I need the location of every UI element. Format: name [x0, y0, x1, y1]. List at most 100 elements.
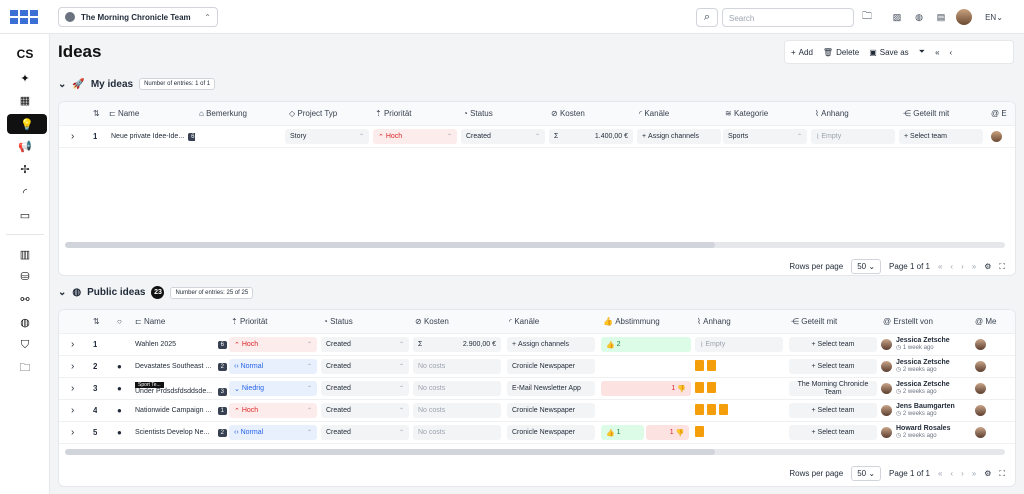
cost-field[interactable]: No costs	[413, 378, 501, 399]
last-page-icon[interactable]: »	[971, 262, 977, 271]
col-geteilt[interactable]: ⋲ Geteilt mit	[903, 109, 950, 118]
col-name[interactable]: ⊏ Name	[109, 109, 140, 118]
shared-with-field[interactable]: + Select team	[789, 400, 877, 421]
col-erstellt[interactable]: @ Erstellt von	[883, 317, 933, 326]
prev-page-icon[interactable]: ‹	[950, 469, 954, 478]
double-chevron-left-icon[interactable]: «	[935, 47, 940, 57]
shared-with-field[interactable]: + Select team	[789, 334, 877, 355]
expand-chevron-icon[interactable]: ›	[71, 361, 75, 372]
attachment-field[interactable]	[695, 422, 783, 443]
shared-with-field[interactable]: The Morning Chronicle Team	[789, 378, 877, 399]
my-ideas-header[interactable]: ⌄ 🚀 My ideas Number of entries: 1 of 1	[58, 78, 216, 90]
col-project-typ[interactable]: ◇ Project Typ	[289, 109, 338, 118]
col-sort-icon[interactable]: ⇅	[93, 109, 100, 118]
col-name[interactable]: ⊏ Name	[135, 317, 166, 326]
chevron-down-icon[interactable]: ⌄	[58, 78, 67, 90]
palette-nav-icon[interactable]: ◍	[20, 316, 30, 329]
priority-select[interactable]: ‹› Normal	[229, 356, 317, 377]
expand-chevron-icon[interactable]: ›	[71, 383, 75, 394]
file-icon[interactable]	[695, 404, 704, 415]
cost-field[interactable]: Σ 1.400,00 €	[549, 126, 633, 147]
shared-with-field[interactable]: + Select team	[789, 356, 877, 377]
assign-channels-button[interactable]: + Assign channels	[637, 126, 721, 147]
col-me[interactable]: @ Me	[975, 317, 997, 326]
idea-name[interactable]: Wahlen 2025 6	[135, 334, 227, 355]
idea-name[interactable]: Sport Te... Under Prdsdsfdsddsde... 3	[135, 378, 227, 399]
next-page-icon[interactable]: ›	[961, 469, 964, 478]
channels-field[interactable]: + Assign channels	[507, 334, 595, 355]
channels-field[interactable]: Cronicle Newspaper	[507, 400, 595, 421]
public-ideas-header[interactable]: ⌄ ◍ Public ideas 23 Number of entries: 25 of…	[58, 286, 254, 299]
col-bemerkung[interactable]: ⌂ Bemerkung	[199, 109, 247, 118]
category-select[interactable]: Sports	[723, 126, 807, 147]
first-page-icon[interactable]: «	[937, 469, 943, 478]
table-row[interactable]: › 1 Neue private Idee-Ide...6 Story ⌃ Ho…	[59, 126, 1015, 148]
grid-icon[interactable]: ▦	[19, 94, 31, 107]
attachment-field[interactable]	[695, 378, 783, 399]
file-icon[interactable]	[707, 382, 716, 393]
idea-name[interactable]: Devastates Southeast ... 2	[135, 356, 227, 377]
table-row[interactable]: › 5 ● Scientists Develop Ne...2‹› NormalCre…	[59, 422, 1015, 444]
search-button[interactable]: ⌕	[696, 8, 718, 27]
settings-icon[interactable]: ⚙	[984, 262, 992, 271]
megaphone-icon[interactable]: 📢	[18, 140, 32, 153]
col-status[interactable]: ◔ Status	[323, 317, 353, 326]
add-button[interactable]: + Add	[791, 47, 813, 57]
folder-settings-icon[interactable]: 🗀	[19, 361, 31, 374]
palette-icon[interactable]: ◍	[915, 11, 923, 22]
fullscreen-icon[interactable]: ⛶	[999, 261, 1005, 271]
search-input[interactable]: Search	[722, 8, 854, 27]
cost-field[interactable]: No costs	[413, 356, 501, 377]
status-select[interactable]: Created	[321, 422, 409, 443]
fullscreen-icon[interactable]: ⛶	[999, 468, 1005, 478]
file-icon[interactable]	[695, 360, 704, 371]
status-select[interactable]: Created	[321, 400, 409, 421]
expand-chevron-icon[interactable]: ›	[71, 405, 75, 416]
select-team-button[interactable]: + Select team	[899, 126, 983, 147]
horizontal-scrollbar[interactable]	[65, 449, 1005, 455]
network-icon[interactable]: ✢	[20, 163, 30, 176]
status-select[interactable]: Created	[321, 334, 409, 355]
attachment-field[interactable]	[695, 400, 783, 421]
col-kosten[interactable]: ⊘ Kosten	[415, 317, 449, 326]
idea-name[interactable]: Nationwide Campaign ... 1	[135, 400, 227, 421]
lightbulb-icon[interactable]: 💡	[7, 114, 47, 134]
col-prioritaet[interactable]: ⇡ Priorität	[231, 317, 268, 326]
priority-select[interactable]: ⌃ Hoch	[229, 400, 317, 421]
expand-chevron-icon[interactable]: ›	[71, 339, 75, 350]
building-icon[interactable]: ▤	[936, 11, 946, 22]
col-abstimmung[interactable]: 👍 Abstimmung	[603, 317, 660, 326]
database-icon[interactable]: ⛁	[20, 270, 30, 283]
sparkle-icon[interactable]: ✦	[20, 72, 30, 85]
channels-field[interactable]: E-Mail Newsletter App	[507, 378, 595, 399]
attachment-field[interactable]	[695, 356, 783, 377]
file-icon[interactable]	[695, 382, 704, 393]
attachment-field[interactable]: ⌇ Empty	[695, 334, 783, 355]
team-selector[interactable]: The Morning Chronicle Team ⌃	[58, 7, 218, 27]
col-e[interactable]: @ E	[991, 109, 1007, 118]
next-page-icon[interactable]: ›	[961, 262, 964, 271]
language-selector[interactable]: EN ⌄	[985, 12, 1003, 22]
expand-chevron-icon[interactable]: ›	[71, 131, 75, 142]
cost-field[interactable]: No costs	[413, 422, 501, 443]
col-anhang[interactable]: ⌇ Anhang	[697, 317, 731, 326]
idea-name[interactable]: Scientists Develop Ne... 2	[135, 422, 227, 443]
rss-icon[interactable]: ◜	[22, 186, 28, 199]
horizontal-scrollbar[interactable]	[65, 242, 1005, 248]
vote-field[interactable]	[601, 356, 691, 377]
cost-field[interactable]: Σ 2.900,00 €	[413, 334, 501, 355]
col-sort-icon[interactable]: ⇅	[93, 317, 100, 326]
priority-select[interactable]: ‹› Normal	[229, 422, 317, 443]
user-avatar[interactable]	[956, 9, 972, 25]
attachment-field[interactable]: ⌇ Empty	[811, 126, 895, 147]
priority-select[interactable]: ⌄ Niedrig	[229, 378, 317, 399]
vote-field[interactable]	[601, 400, 691, 421]
col-kanaele[interactable]: ◜ Kanäle	[509, 317, 540, 326]
col-kategorie[interactable]: ≋ Kategorie	[725, 109, 769, 118]
col-kanaele[interactable]: ◜ Kanäle	[639, 109, 670, 118]
filter-icon[interactable]: ⏷	[918, 47, 926, 56]
app-logo[interactable]	[10, 10, 38, 24]
col-prioritaet[interactable]: ⇡ Priorität	[375, 109, 412, 118]
